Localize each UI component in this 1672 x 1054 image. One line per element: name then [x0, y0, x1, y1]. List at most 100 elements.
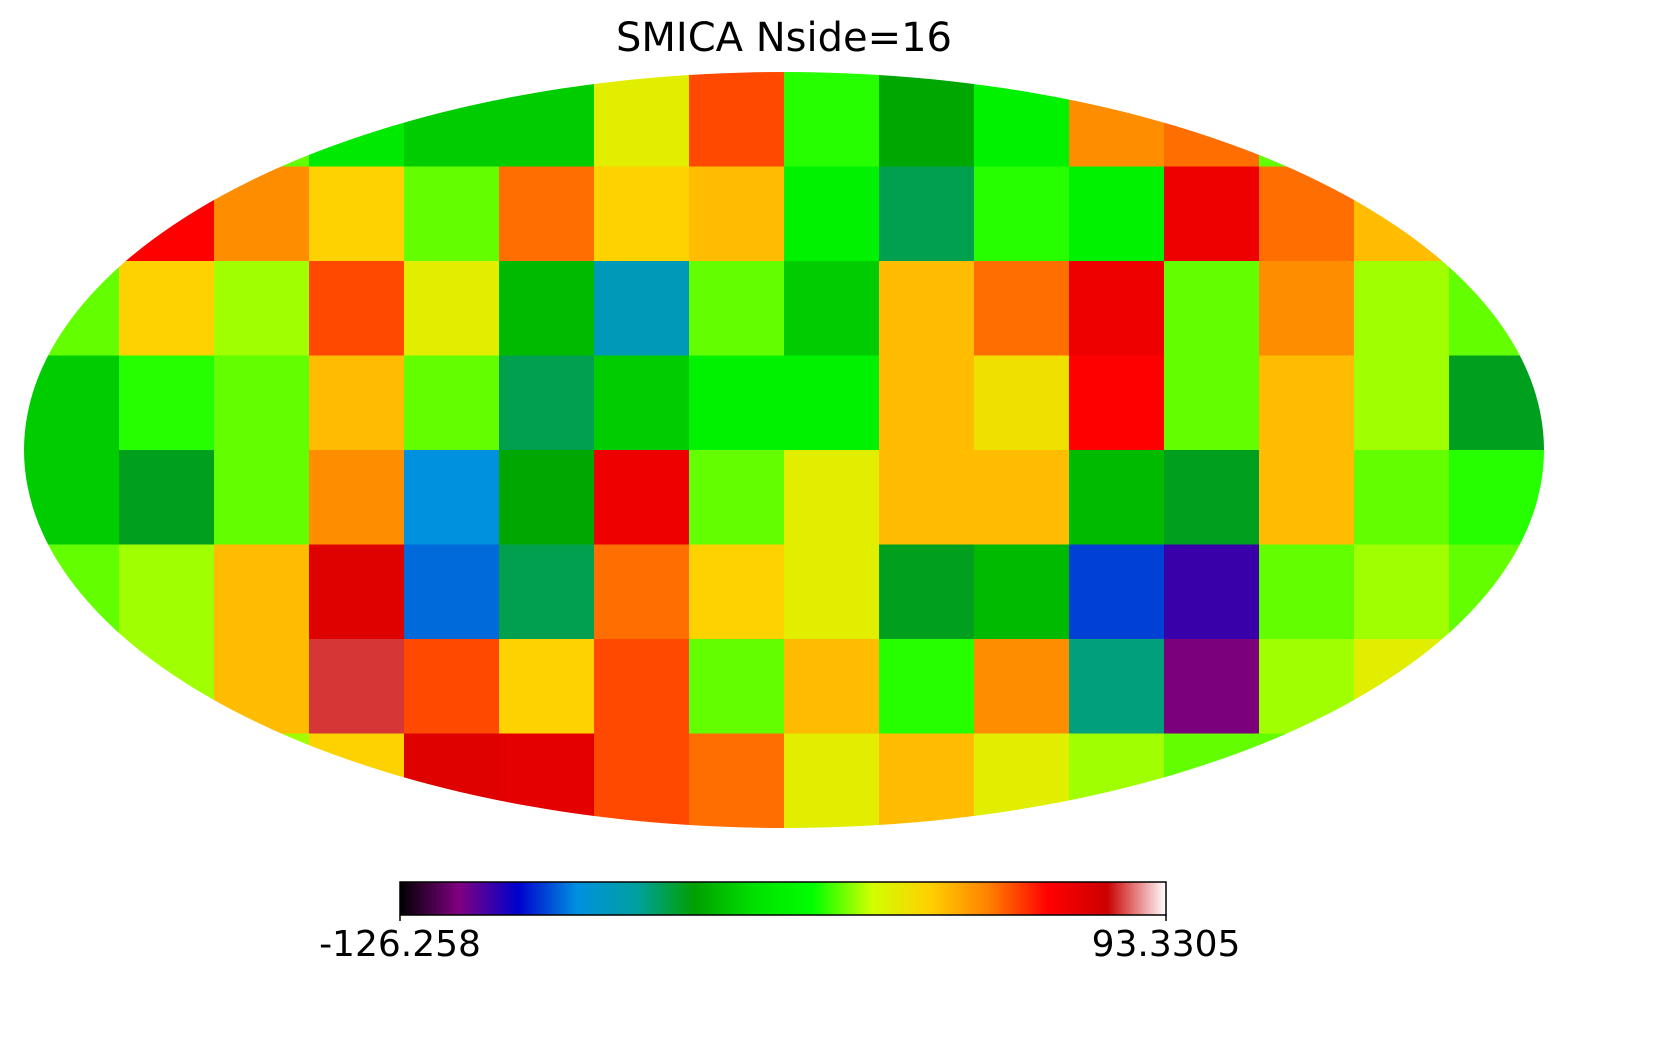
- map-cell: [1069, 72, 1165, 167]
- map-cell: [404, 355, 500, 451]
- colorbar-label: -126.258: [319, 924, 481, 965]
- map-cell: [879, 450, 975, 545]
- map-cell: [784, 450, 880, 545]
- map-cell: [1449, 544, 1544, 640]
- map-cell: [784, 544, 880, 640]
- map-cell: [594, 544, 690, 640]
- map-cell: [499, 450, 595, 545]
- map-cell: [974, 166, 1070, 262]
- map-cell: [1259, 639, 1355, 734]
- map-cell: [594, 450, 690, 545]
- map-cell: [1069, 450, 1165, 545]
- map-cell: [404, 733, 500, 828]
- map-cell: [689, 639, 785, 734]
- map-cell: [309, 355, 405, 451]
- map-cell: [1164, 544, 1260, 640]
- map-cell: [499, 639, 595, 734]
- map-cell: [1354, 544, 1450, 640]
- map-cell: [689, 450, 785, 545]
- map-cell: [404, 450, 500, 545]
- map-cell: [1259, 544, 1355, 640]
- sky-map: [24, 72, 1544, 828]
- map-cell: [1164, 733, 1260, 828]
- map-cell: [689, 355, 785, 451]
- map-cell: [1164, 355, 1260, 451]
- map-cell: [1069, 261, 1165, 356]
- map-cell: [214, 733, 310, 828]
- map-cell: [974, 639, 1070, 734]
- map-cell: [689, 733, 785, 828]
- map-cell: [214, 166, 310, 262]
- map-cell: [499, 733, 595, 828]
- map-cell: [879, 544, 975, 640]
- map-cell: [1069, 639, 1165, 734]
- map-cell: [594, 733, 690, 828]
- map-cell: [594, 639, 690, 734]
- map-cell: [499, 261, 595, 356]
- map-cell: [1259, 261, 1355, 356]
- map-cell: [879, 166, 975, 262]
- map-cell: [689, 261, 785, 356]
- map-cell: [119, 261, 215, 356]
- map-cell: [214, 639, 310, 734]
- map-cell: [309, 72, 405, 167]
- map-cell: [1449, 355, 1544, 451]
- map-cell: [1354, 639, 1450, 734]
- colorbar: [399, 881, 1167, 916]
- map-cell: [1354, 355, 1450, 451]
- map-cell: [974, 72, 1070, 167]
- map-cell: [689, 544, 785, 640]
- map-cell: [214, 544, 310, 640]
- map-cell: [309, 261, 405, 356]
- map-cell: [24, 355, 120, 451]
- map-cell: [119, 166, 215, 262]
- map-cell: [594, 72, 690, 167]
- map-cell: [879, 733, 975, 828]
- map-cell: [404, 261, 500, 356]
- map-cell: [784, 166, 880, 262]
- chart-title: SMICA Nside=16: [616, 15, 952, 61]
- map-cell: [974, 355, 1070, 451]
- map-cell: [1164, 72, 1260, 167]
- map-cell: [974, 733, 1070, 828]
- map-cell: [784, 639, 880, 734]
- map-cell: [594, 166, 690, 262]
- map-cell: [24, 450, 120, 545]
- map-cell: [784, 355, 880, 451]
- map-cell: [879, 72, 975, 167]
- map-cell: [499, 544, 595, 640]
- map-cell: [404, 72, 500, 167]
- map-cell: [1354, 166, 1450, 262]
- map-cell: [1449, 261, 1544, 356]
- map-cell: [119, 639, 215, 734]
- map-cell: [1259, 166, 1355, 262]
- map-cell: [1069, 544, 1165, 640]
- map-cell: [1164, 166, 1260, 262]
- map-cell: [499, 355, 595, 451]
- map-cell: [784, 72, 880, 167]
- map-cell: [879, 261, 975, 356]
- map-cell: [1259, 355, 1355, 451]
- map-cell: [119, 450, 215, 545]
- map-cell: [1449, 450, 1544, 545]
- map-cell: [1164, 261, 1260, 356]
- map-cell: [1069, 355, 1165, 451]
- map-cell: [1259, 450, 1355, 545]
- map-cell: [689, 72, 785, 167]
- map-cell: [309, 166, 405, 262]
- map-cell: [24, 261, 120, 356]
- map-cell: [499, 166, 595, 262]
- map-cell: [214, 261, 310, 356]
- map-cell: [1259, 72, 1355, 167]
- map-cell: [309, 733, 405, 828]
- map-cell: [1259, 733, 1355, 828]
- map-cell: [1164, 639, 1260, 734]
- colorbar-label: 93.3305: [1092, 924, 1241, 965]
- map-cell: [309, 544, 405, 640]
- map-cell: [974, 544, 1070, 640]
- map-cell: [119, 544, 215, 640]
- map-cell: [1069, 166, 1165, 262]
- map-cell: [1354, 450, 1450, 545]
- map-cell: [974, 450, 1070, 545]
- map-cell: [594, 355, 690, 451]
